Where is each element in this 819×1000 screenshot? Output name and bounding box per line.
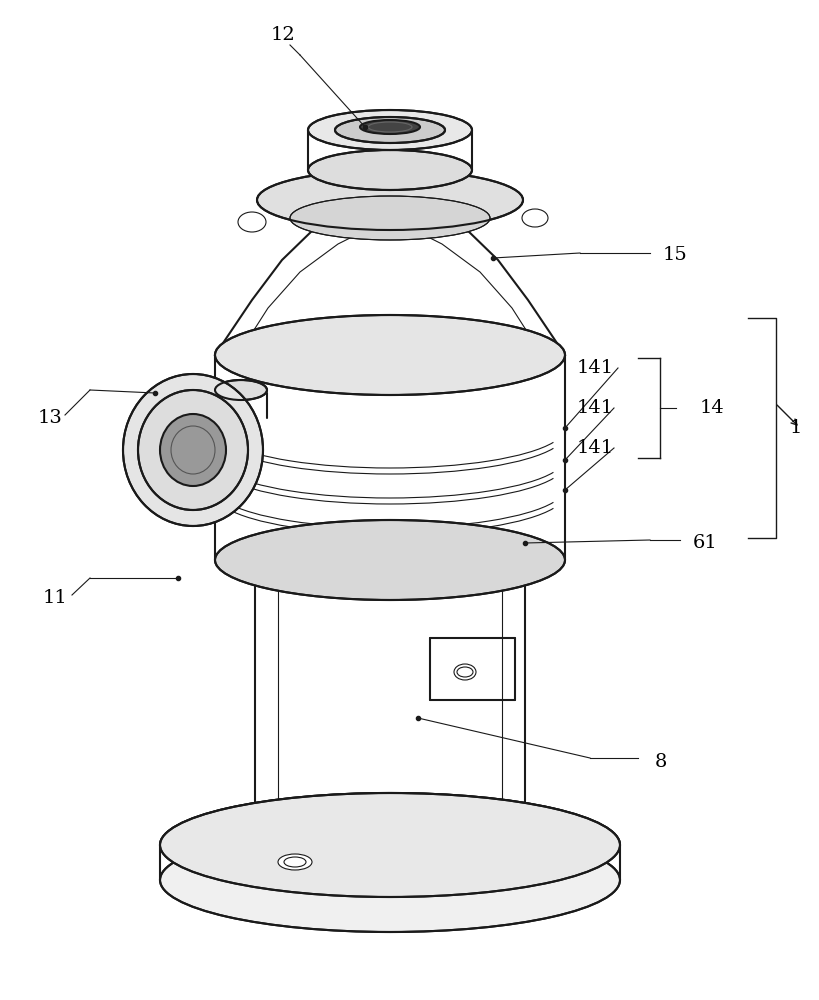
Text: 8: 8 (655, 753, 667, 771)
Text: 141: 141 (577, 439, 613, 457)
Ellipse shape (257, 170, 523, 230)
Ellipse shape (160, 793, 620, 897)
Text: 141: 141 (577, 359, 613, 377)
Ellipse shape (454, 664, 476, 680)
Ellipse shape (335, 117, 445, 143)
Text: 61: 61 (693, 534, 717, 552)
Ellipse shape (215, 520, 565, 600)
Ellipse shape (522, 209, 548, 227)
Ellipse shape (278, 854, 312, 870)
Ellipse shape (238, 212, 266, 232)
Ellipse shape (360, 120, 420, 134)
Text: 15: 15 (663, 246, 688, 264)
Text: 1: 1 (790, 419, 803, 437)
Ellipse shape (290, 196, 490, 240)
Text: 13: 13 (38, 409, 62, 427)
Ellipse shape (160, 414, 226, 486)
Text: 11: 11 (43, 589, 67, 607)
Text: 14: 14 (700, 399, 725, 417)
Ellipse shape (160, 828, 620, 932)
Text: 12: 12 (270, 26, 296, 44)
Ellipse shape (123, 374, 263, 526)
Ellipse shape (215, 380, 267, 400)
Text: 141: 141 (577, 399, 613, 417)
Ellipse shape (215, 315, 565, 395)
Ellipse shape (308, 150, 472, 190)
Ellipse shape (138, 390, 248, 510)
Ellipse shape (255, 530, 525, 590)
Ellipse shape (308, 110, 472, 150)
